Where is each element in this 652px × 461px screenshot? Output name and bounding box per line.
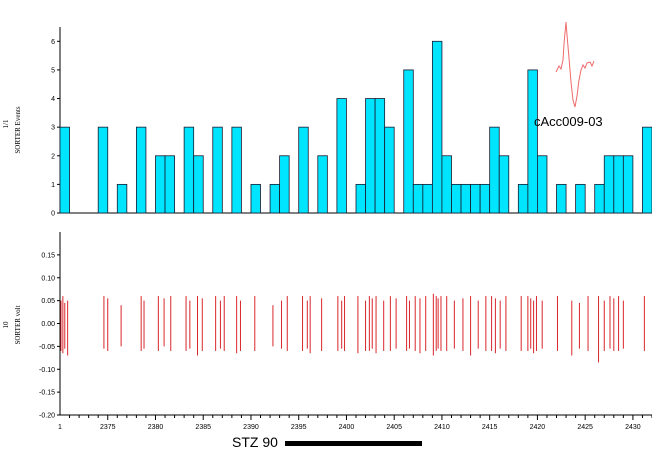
hist-bar — [155, 155, 166, 214]
stimulus-label: STZ 90 — [232, 434, 278, 450]
hist-y-tick-label: 1 — [51, 182, 55, 189]
hist-bar — [489, 126, 500, 214]
raster-y-tick-label: -0.10 — [39, 367, 55, 374]
hist-channel-label: 1/1 — [2, 119, 10, 128]
unit-name-label: cAcc009-03 — [534, 114, 603, 129]
hist-bar — [59, 126, 70, 214]
hist-bar — [575, 183, 586, 214]
raster-y-tick-label: -0.05 — [39, 344, 55, 351]
x-tick-label: 2405 — [386, 424, 402, 431]
x-tick-label: 2390 — [243, 424, 259, 431]
hist-y-tick-label: 4 — [51, 96, 55, 103]
hist-bar — [470, 183, 481, 214]
hist-y-axis-label: SORTER Events — [14, 106, 22, 153]
hist-y-tick-label: 6 — [51, 39, 55, 46]
hist-bar — [498, 155, 510, 214]
x-tick-label: 2400 — [339, 424, 355, 431]
hist-bar — [279, 155, 290, 214]
raster-y-tick-label: 0.15 — [41, 252, 55, 259]
hist-bar — [365, 98, 376, 214]
hist-bar — [613, 155, 624, 214]
hist-bar — [517, 183, 529, 214]
x-tick-label: 2410 — [434, 424, 450, 431]
hist-bar — [412, 183, 424, 214]
hist-bar — [374, 98, 386, 214]
raster-y-tick-label: -0.20 — [39, 413, 55, 420]
hist-y-tick-label: 2 — [51, 153, 55, 160]
raster-y-tick-label: 0.00 — [41, 321, 55, 328]
hist-bar — [527, 69, 538, 214]
hist-bar — [336, 98, 347, 214]
x-tick-label: 2385 — [195, 424, 211, 431]
hist-bar — [642, 126, 652, 214]
hist-bar — [556, 183, 567, 214]
stimulus-bar — [285, 441, 422, 446]
hist-bar — [250, 183, 261, 214]
hist-bar — [594, 183, 605, 214]
hist-bar — [384, 126, 395, 214]
hist-bar — [317, 155, 328, 214]
hist-bar — [269, 183, 281, 214]
unit-waveform — [555, 21, 595, 108]
x-tick-label: 2395 — [291, 424, 307, 431]
x-tick-label: 2380 — [148, 424, 164, 431]
hist-bar — [422, 183, 433, 214]
hist-bar — [479, 183, 491, 214]
hist-bar — [537, 155, 548, 214]
hist-y-tick-label: 5 — [51, 67, 55, 74]
x-tick-label: 2375 — [100, 424, 116, 431]
raster-y-tick-label: 0.05 — [41, 298, 55, 305]
hist-bar — [193, 155, 204, 214]
hist-bar — [403, 69, 414, 214]
hist-bar — [460, 183, 471, 214]
raster-y-tick-label: -0.15 — [39, 390, 55, 397]
hist-bar — [183, 126, 195, 214]
hist-bar — [451, 183, 462, 214]
raster-channel-label: 10 — [2, 321, 10, 329]
hist-bar — [441, 155, 452, 214]
hist-y-tick-label: 0 — [51, 211, 55, 218]
hist-bar — [212, 126, 223, 214]
x-tick-label: 2420 — [530, 424, 546, 431]
hist-bar — [97, 126, 109, 214]
hist-y-tick-label: 3 — [51, 125, 55, 132]
x-tick-label: 2415 — [482, 424, 498, 431]
x-tick-label: 2430 — [625, 424, 641, 431]
hist-bar — [298, 126, 309, 214]
hist-bar — [603, 155, 615, 214]
hist-bar — [164, 155, 175, 214]
raster-y-axis-label: SORTER volt — [14, 305, 22, 344]
hist-bar — [116, 183, 128, 214]
raster-y-tick-label: 0.10 — [41, 275, 55, 282]
hist-bar — [231, 126, 242, 214]
hist-bar — [622, 155, 634, 214]
hist-bar — [355, 183, 366, 214]
hist-bar — [135, 126, 147, 214]
x-tick-label-first: 1 — [58, 424, 62, 431]
x-tick-label: 2425 — [577, 424, 593, 431]
hist-bar — [431, 40, 443, 214]
